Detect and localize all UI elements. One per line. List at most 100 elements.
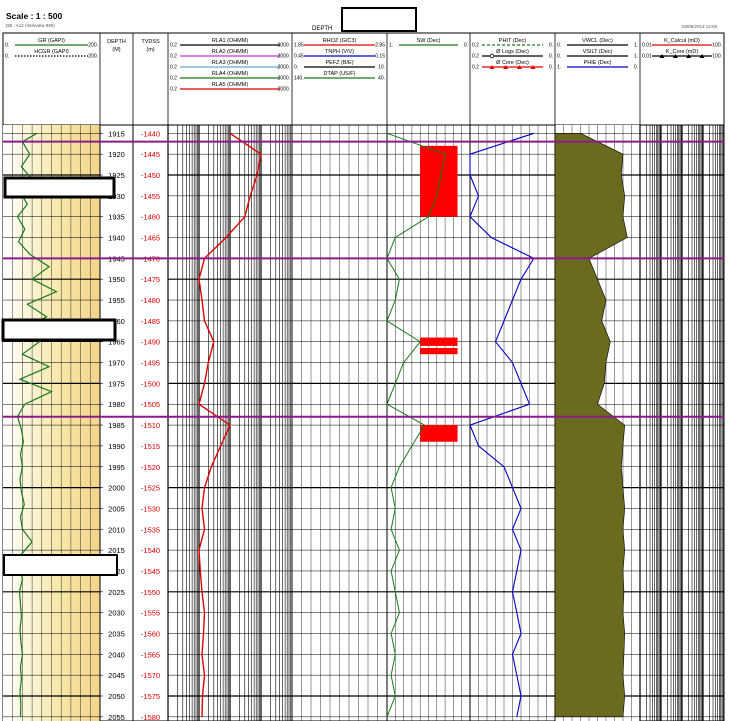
scale-label: Scale : 1 : 500	[6, 11, 63, 21]
date-label: 03/06/2013 14:08	[682, 24, 718, 29]
legend-triangle	[489, 65, 495, 69]
curve-max: 0.	[464, 43, 468, 49]
depth-tick-label: 2000	[108, 484, 125, 493]
curve-max: 100.	[712, 43, 722, 49]
depth-tick-label: 2025	[108, 588, 125, 597]
curve-min: 0.	[557, 43, 561, 49]
depth-tick-label: 1965	[108, 338, 125, 347]
tvdss-tick-label: -1490	[141, 338, 160, 347]
curve-min: 1.85	[294, 43, 304, 49]
tvdss-tick-label: -1535	[141, 525, 160, 534]
depth-tick-label: 1980	[108, 400, 125, 409]
curve-label: PEFZ (B/E)	[325, 60, 353, 66]
curve-max: 40.	[378, 76, 385, 82]
depth-tick-label: 1975	[108, 379, 125, 388]
sw-fill	[420, 145, 458, 217]
tvdss-tick-label: -1555	[141, 609, 160, 618]
depth-caption: DEPTH	[312, 26, 332, 32]
redaction-box-1	[3, 176, 116, 199]
curve-label: PHIE (Dec)	[584, 60, 612, 66]
depth-tick-label: 2035	[108, 629, 125, 638]
tvdss-tick-label: -1565	[141, 650, 160, 659]
tvdss-tick-label: -1550	[141, 588, 160, 597]
curve-label: Ø Logs (Dec)	[496, 49, 529, 55]
curve-max: 0.	[549, 65, 553, 71]
track-unit-depth: (M)	[112, 47, 120, 53]
track-label-depth: DEPTH	[107, 39, 126, 45]
legend-triangle	[672, 54, 678, 58]
curve-label: RLA4 (OHMM)	[212, 71, 249, 77]
tvdss-tick-label: -1505	[141, 400, 160, 409]
depth-tick-label: 1935	[108, 213, 125, 222]
tvdss-tick-label: -1510	[141, 421, 160, 430]
curve-label: RLA1 (OHMM)	[212, 38, 249, 44]
curve-min: 0.	[5, 43, 9, 49]
curve-max: 0.	[549, 54, 553, 60]
tvdss-tick-label: -1580	[141, 713, 160, 721]
curve-min: 0.01	[642, 54, 652, 60]
curve-min: 0.2	[472, 43, 479, 49]
depth-tick-label: 1925	[108, 171, 125, 180]
curve-min: 0.2	[170, 76, 177, 82]
curve-label: PHIT (Dec)	[499, 38, 527, 44]
tvdss-tick-label: -1485	[141, 317, 160, 326]
curve-min: 0.	[557, 54, 561, 60]
sw-fill	[420, 425, 458, 442]
depth-tick-label: 2015	[108, 546, 125, 555]
curve-label: K_Core (mD)	[666, 49, 699, 55]
redaction-box-3	[3, 554, 118, 576]
curve-max: 10.	[378, 65, 385, 71]
curve-label: GR (GAPI)	[38, 38, 65, 44]
curve-min: 0.01	[642, 43, 652, 49]
curve-max: 2.85	[375, 43, 385, 49]
tvdss-tick-label: -1465	[141, 234, 160, 243]
curve-min: 1.	[389, 43, 393, 49]
depth-tick-label: 2045	[108, 671, 125, 680]
curve-max: 2000.	[277, 43, 290, 49]
curve-min: 0.2	[472, 65, 479, 71]
depth-tick-label: 1920	[108, 150, 125, 159]
log-body: 1915192019251930193519401945195019551960…	[2, 124, 725, 721]
curve-min: 0.	[294, 65, 298, 71]
curve-label: VWCL (Dec)	[582, 38, 613, 44]
curve-max: 200.	[88, 43, 98, 49]
curve-max: -0.15	[374, 54, 386, 60]
tvdss-tick-label: -1480	[141, 296, 160, 305]
legend-triangle	[659, 54, 665, 58]
tvdss-tick-label: -1520	[141, 463, 160, 472]
resistivity-curve	[198, 132, 262, 717]
curve-min: 0.2	[170, 43, 177, 49]
curve-label: RLA5 (OHMM)	[212, 82, 249, 88]
curve-label: RHOZ (G/C3)	[323, 38, 357, 44]
curve-max: 200.	[88, 54, 98, 60]
curve-label: RLA3 (OHMM)	[212, 60, 249, 66]
redaction-box-top	[341, 7, 417, 32]
track-headers: GR (GAPI) 0. 200. HCGR (GAPI) 0. 200. DEPTH (M)…	[2, 32, 725, 126]
depth-tick-label: 2030	[108, 609, 125, 618]
curve-max: 2000.	[277, 76, 290, 82]
tvdss-tick-label: -1495	[141, 359, 160, 368]
curve-max: 1.	[634, 54, 638, 60]
tvdss-tick-label: -1545	[141, 567, 160, 576]
curve-label: Ø Core (Dec)	[496, 60, 529, 66]
curve-max: 1.	[634, 43, 638, 49]
curve-min: 0.45	[294, 54, 304, 60]
curve-min: 0.2	[472, 54, 479, 60]
curve-min: 0.2	[170, 65, 177, 71]
legend-triangle	[503, 65, 509, 69]
legend-triangle	[686, 54, 692, 58]
tvdss-tick-label: -1475	[141, 275, 160, 284]
sub-label: DB : A12 (Interview 890)	[6, 23, 55, 28]
track-unit-tvdss: (m)	[146, 47, 154, 53]
curve-label: RLA2 (OHMM)	[212, 49, 249, 55]
curve-label: TNPH (V/V)	[325, 49, 354, 55]
depth-tick-label: 2010	[108, 525, 125, 534]
curve-min: 0.2	[170, 87, 177, 93]
sw-fill	[420, 347, 458, 355]
curve-label: DTAP (US/F)	[324, 71, 356, 77]
depth-tick-label: 1985	[108, 421, 125, 430]
depth-tick-label: 2050	[108, 692, 125, 701]
curve-max: 100.	[712, 54, 722, 60]
curve-label: K_Calcul (mD)	[664, 38, 700, 44]
depth-tick-label: 1915	[108, 129, 125, 138]
